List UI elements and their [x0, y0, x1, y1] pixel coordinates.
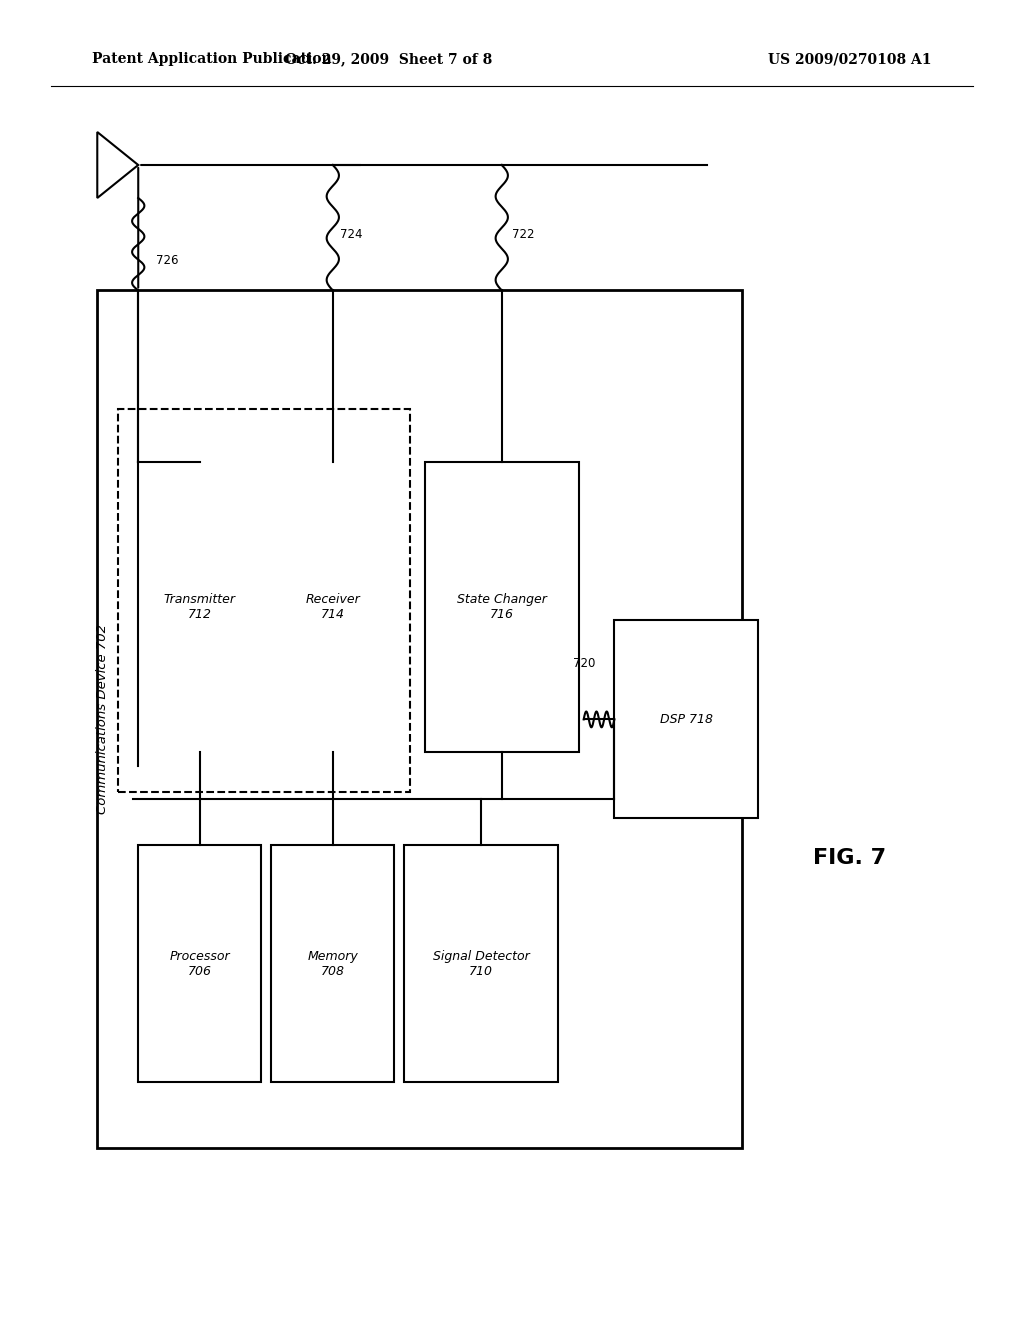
Text: Memory
708: Memory 708 — [307, 949, 358, 978]
Text: Patent Application Publication: Patent Application Publication — [92, 53, 332, 66]
Bar — [614, 620, 758, 818]
Text: 722: 722 — [512, 227, 535, 240]
Bar — [271, 845, 394, 1082]
Text: 726: 726 — [156, 253, 178, 267]
Text: 724: 724 — [340, 227, 362, 240]
Bar — [404, 845, 558, 1082]
Bar — [138, 462, 261, 752]
Bar — [138, 845, 261, 1082]
Text: Signal Detector
710: Signal Detector 710 — [433, 949, 529, 978]
Text: State Changer
716: State Changer 716 — [457, 593, 547, 622]
Text: 720: 720 — [573, 656, 596, 669]
Bar — [425, 462, 579, 752]
Text: Oct. 29, 2009  Sheet 7 of 8: Oct. 29, 2009 Sheet 7 of 8 — [286, 53, 493, 66]
Text: Processor
706: Processor 706 — [169, 949, 230, 978]
Bar — [271, 462, 394, 752]
Bar — [118, 409, 410, 792]
Text: Transmitter
712: Transmitter 712 — [164, 593, 236, 622]
Text: US 2009/0270108 A1: US 2009/0270108 A1 — [768, 53, 932, 66]
Text: Communications Device 702: Communications Device 702 — [96, 624, 109, 814]
Text: FIG. 7: FIG. 7 — [813, 847, 887, 869]
Bar — [97, 290, 742, 1148]
Text: DSP 718: DSP 718 — [659, 713, 713, 726]
Text: Receiver
714: Receiver 714 — [305, 593, 360, 622]
